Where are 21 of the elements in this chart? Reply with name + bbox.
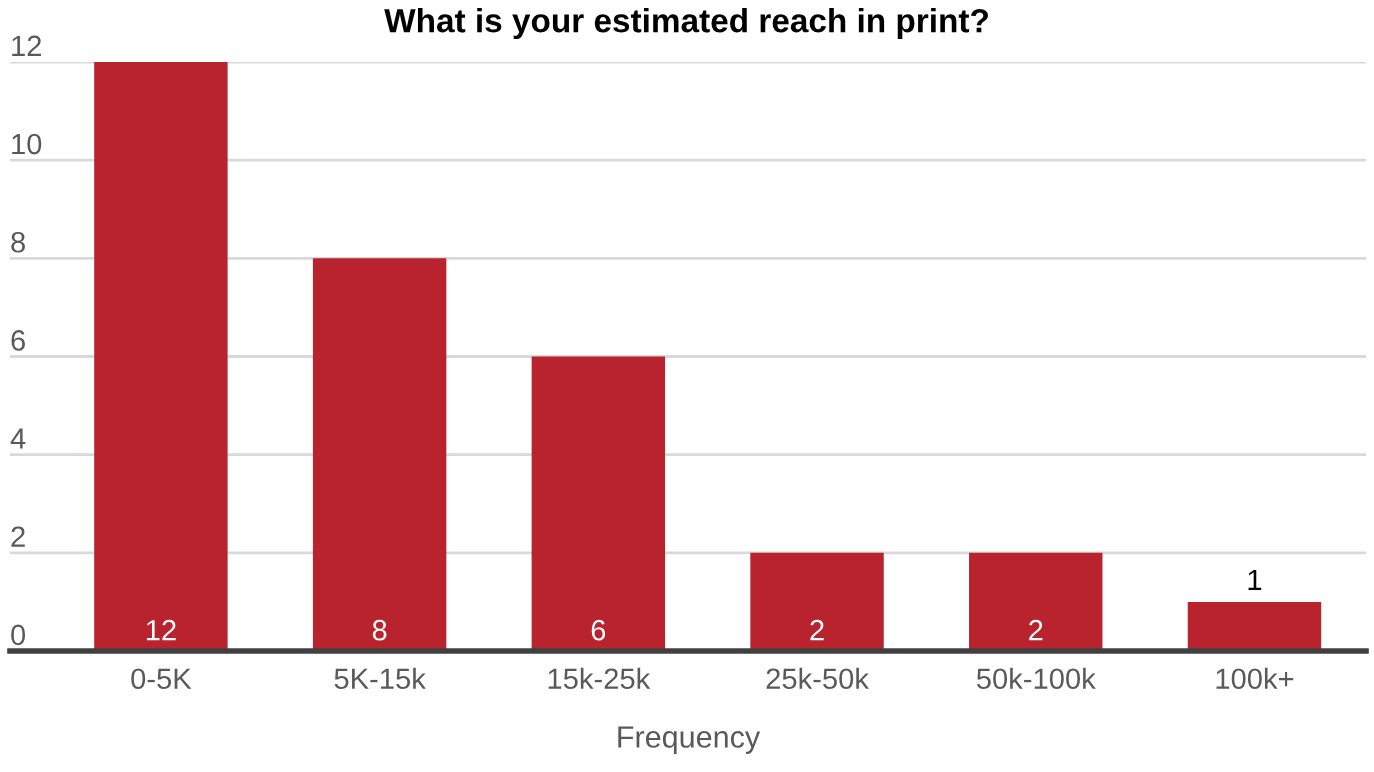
x-tick-label: 100k+: [1216, 667, 1294, 690]
y-tick-label: 10: [12, 133, 42, 155]
data-label: 12: [146, 619, 176, 641]
chart-title: What is your estimated reach in print?: [384, 8, 988, 40]
x-tick-label: 15k-25k: [548, 667, 651, 690]
y-tick-label: 0: [11, 624, 26, 646]
y-tick-label: 12: [12, 35, 41, 56]
x-tick-label: 50k-100k: [976, 667, 1096, 690]
y-tick-label: 6: [11, 330, 25, 351]
x-axis-title: Frequency: [618, 726, 761, 754]
data-label: 8: [372, 619, 387, 641]
y-tick-label: 2: [11, 526, 25, 547]
data-label: 1: [1248, 569, 1262, 590]
y-tick-label: 8: [11, 231, 25, 253]
x-tick-label: 5K-15k: [334, 667, 426, 690]
x-tick-label: 25k-50k: [766, 667, 869, 690]
data-label: 2: [810, 619, 824, 641]
data-label: 6: [591, 619, 606, 641]
x-tick-label: 0-5K: [131, 668, 192, 690]
y-tick-label: 4: [10, 428, 26, 449]
data-label: 2: [1029, 619, 1043, 641]
